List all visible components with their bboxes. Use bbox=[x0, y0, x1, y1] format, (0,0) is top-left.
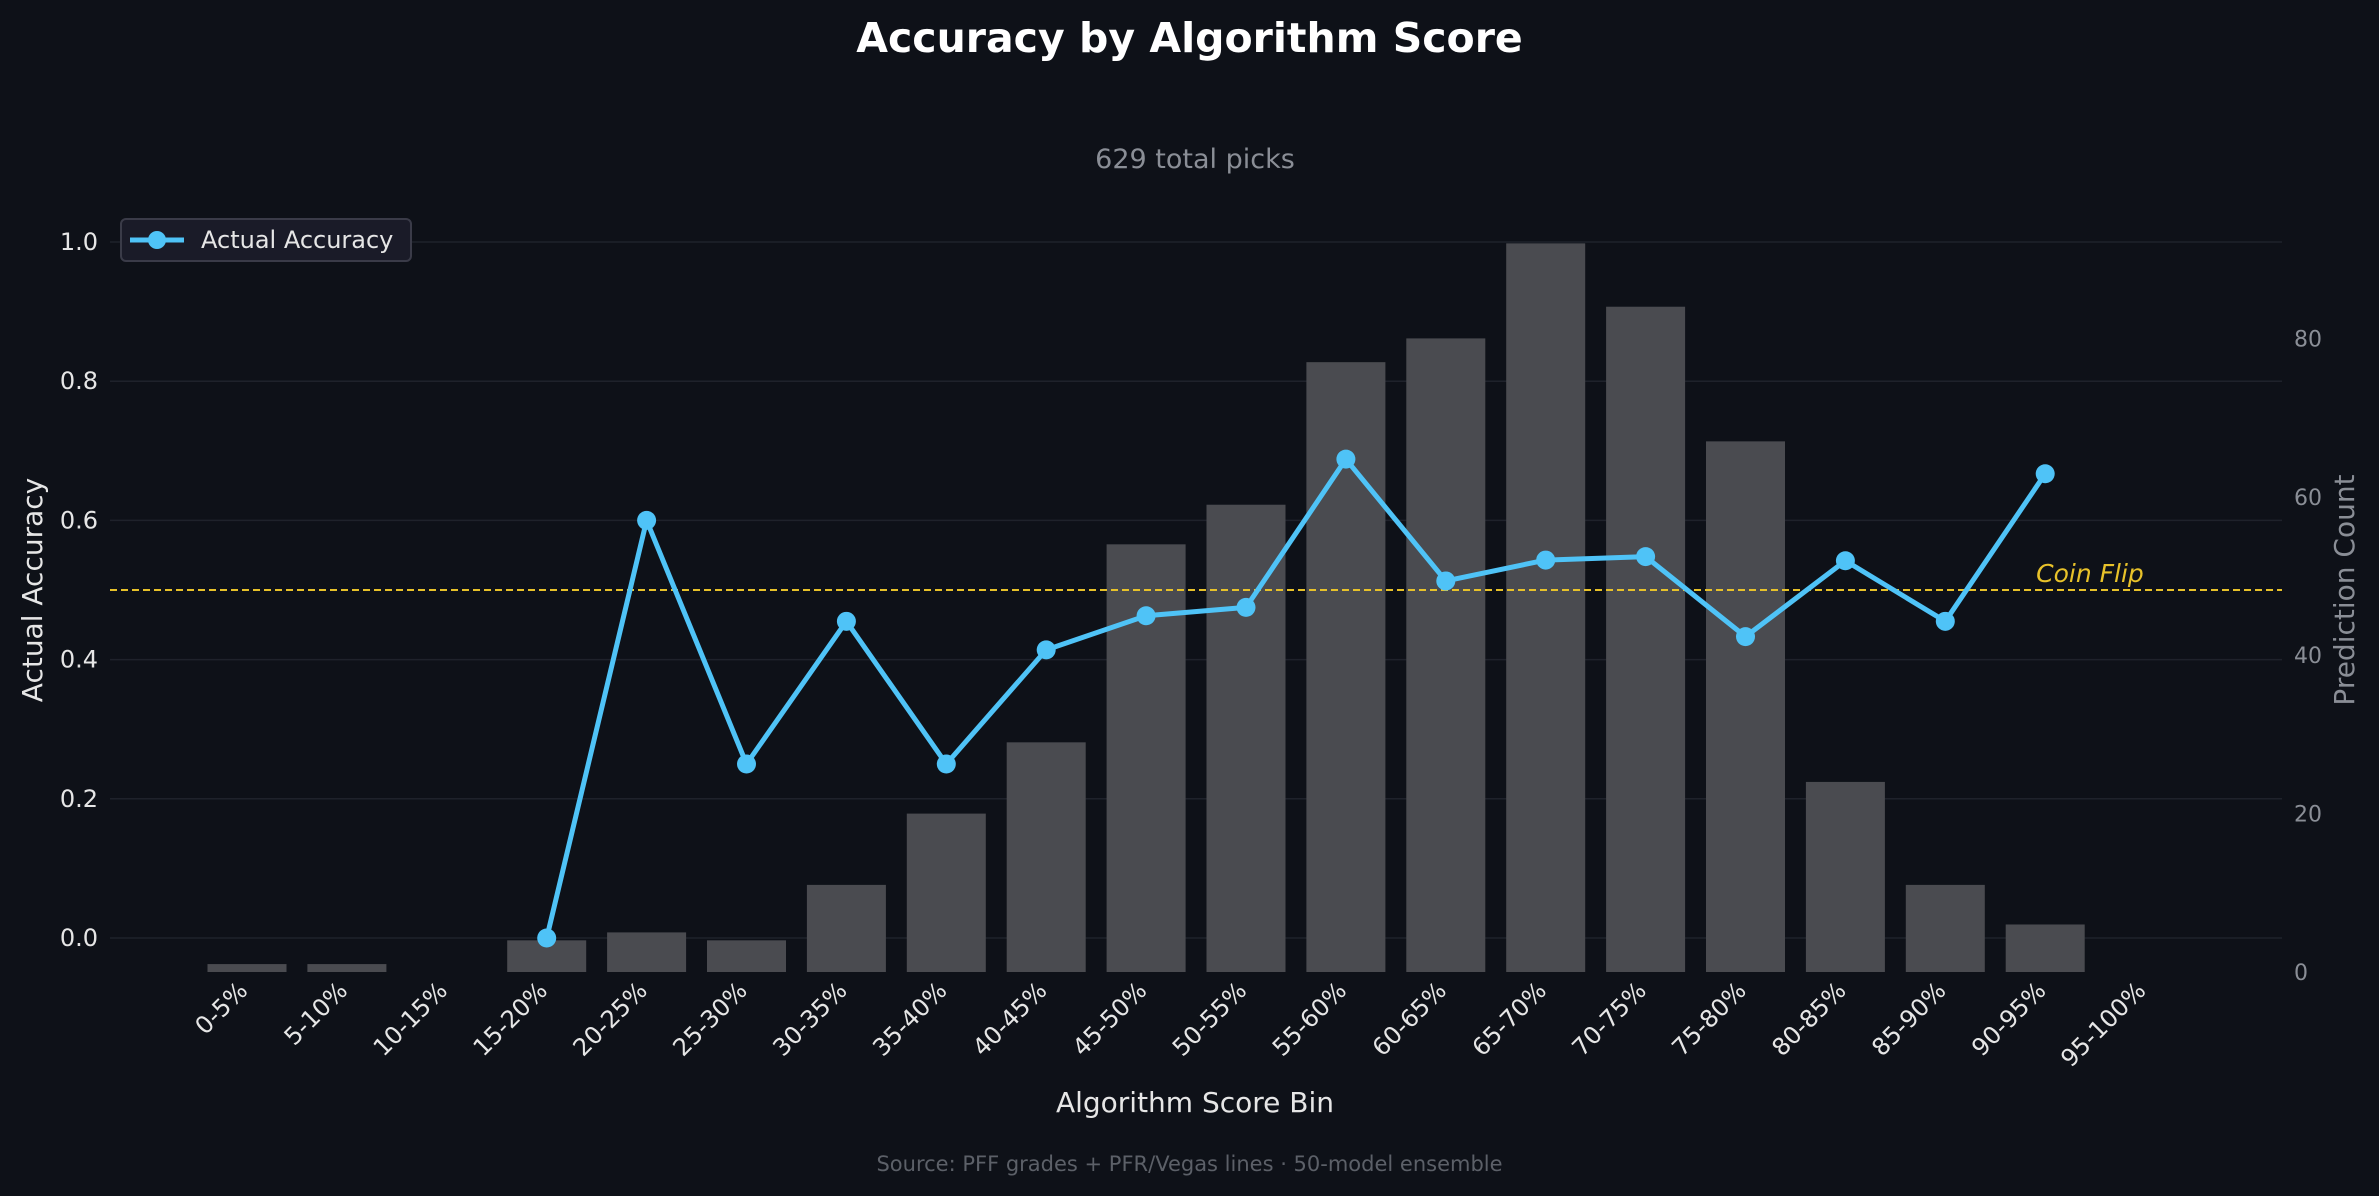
count-bar bbox=[1805, 781, 1885, 972]
count-bar bbox=[806, 884, 886, 972]
coin-flip-label: Coin Flip bbox=[2036, 559, 2144, 588]
count-bar bbox=[1006, 742, 1086, 972]
accuracy-point bbox=[836, 611, 856, 631]
count-bar bbox=[1506, 243, 1586, 973]
right-tick-label: 80 bbox=[2294, 327, 2322, 352]
count-bar bbox=[1905, 884, 1985, 972]
accuracy-point bbox=[936, 754, 956, 774]
accuracy-points bbox=[537, 449, 2055, 948]
legend-label: Actual Accuracy bbox=[201, 226, 393, 254]
accuracy-point bbox=[1036, 640, 1056, 660]
x-axis-label: Algorithm Score Bin bbox=[1056, 1086, 1334, 1119]
left-axis-ticks: 0.0 0.2 0.4 0.6 0.8 1.0 bbox=[60, 228, 98, 952]
count-bar bbox=[1406, 338, 1486, 972]
source-note: Source: PFF grades + PFR/Vegas lines · 5… bbox=[876, 1152, 1502, 1176]
accuracy-point bbox=[1136, 606, 1156, 626]
right-tick-label: 0 bbox=[2294, 961, 2308, 986]
left-tick-label: 0.0 bbox=[60, 924, 98, 952]
accuracy-point bbox=[1436, 571, 1456, 591]
chart-subtitle: 629 total picks bbox=[1095, 144, 1295, 175]
accuracy-point bbox=[537, 928, 557, 948]
count-bar bbox=[906, 813, 986, 972]
left-axis-label: Actual Accuracy bbox=[16, 478, 49, 702]
chart-title: Accuracy by Algorithm Score bbox=[856, 14, 1522, 62]
accuracy-point bbox=[1536, 550, 1556, 570]
left-tick-label: 1.0 bbox=[60, 228, 98, 256]
right-axis-ticks: 0 20 40 60 80 bbox=[2294, 327, 2322, 986]
accuracy-point bbox=[737, 754, 756, 774]
count-bar bbox=[1706, 441, 1785, 972]
count-bar bbox=[1206, 504, 1286, 972]
count-bar bbox=[207, 964, 287, 972]
legend-box bbox=[120, 218, 412, 262]
legend: Actual Accuracy bbox=[120, 218, 412, 262]
accuracy-point bbox=[1236, 597, 1256, 617]
accuracy-point bbox=[1736, 627, 1755, 647]
count-bar bbox=[607, 932, 687, 972]
legend-marker-swatch bbox=[148, 231, 166, 249]
right-tick-label: 20 bbox=[2294, 803, 2322, 828]
count-bar bbox=[307, 964, 387, 972]
accuracy-point bbox=[1835, 551, 1855, 571]
right-tick-label: 40 bbox=[2294, 644, 2322, 669]
accuracy-point bbox=[1636, 547, 1656, 567]
accuracy-point bbox=[1935, 611, 1955, 631]
count-bar bbox=[2005, 924, 2085, 972]
left-tick-label: 0.8 bbox=[60, 367, 98, 395]
accuracy-point bbox=[2035, 464, 2055, 484]
count-bar bbox=[707, 940, 786, 972]
left-tick-label: 0.2 bbox=[60, 785, 98, 813]
accuracy-point bbox=[1336, 449, 1356, 469]
right-tick-label: 60 bbox=[2294, 486, 2322, 511]
left-tick-label: 0.6 bbox=[60, 506, 98, 534]
count-bar bbox=[1606, 306, 1686, 973]
accuracy-point bbox=[637, 510, 657, 530]
accuracy-line bbox=[544, 456, 2048, 939]
right-axis-label: Prediction Count bbox=[2328, 474, 2361, 705]
left-tick-label: 0.4 bbox=[60, 646, 98, 674]
gridlines bbox=[110, 241, 2282, 939]
